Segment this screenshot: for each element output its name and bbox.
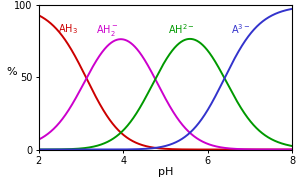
Text: AH$_2^-$: AH$_2^-$ — [96, 23, 118, 38]
Text: A$^{3-}$: A$^{3-}$ — [231, 23, 250, 36]
Text: AH$^{2-}$: AH$^{2-}$ — [167, 23, 194, 36]
Y-axis label: %: % — [6, 67, 17, 77]
X-axis label: pH: pH — [158, 167, 173, 177]
Text: AH$_3$: AH$_3$ — [58, 23, 77, 36]
